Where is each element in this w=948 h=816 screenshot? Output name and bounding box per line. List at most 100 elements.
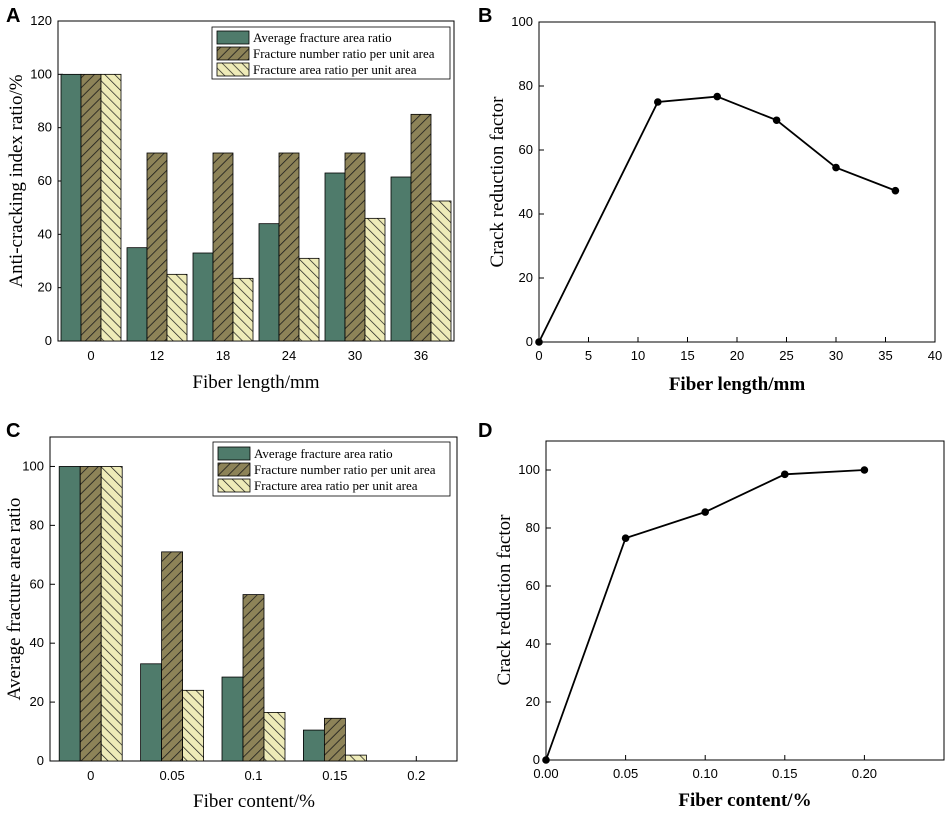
- panel-b-letter: B: [478, 5, 492, 27]
- panel-c-bar-s3-3: [344, 754, 367, 762]
- panel-c-legend-swatch-1: [217, 446, 251, 461]
- panel-c-legend-swatch-3: [217, 478, 251, 493]
- panel-c-legend-box: [212, 441, 451, 497]
- panel-a-y-tick-label-0: 0: [45, 333, 52, 348]
- panel-d-x-tick-label-3: 0.15: [772, 766, 797, 781]
- panel-a-legend-swatch-1: [216, 30, 250, 45]
- panel-a-bar-s3-3: [298, 257, 320, 342]
- panel-b-point-3: [772, 116, 781, 125]
- panel-a-y-tick-label-1: 20: [38, 280, 52, 295]
- panel-c-bar-s1-1: [140, 663, 163, 762]
- panel-c-bar-s2-2: [242, 594, 265, 762]
- panel-d-point-2: [701, 508, 709, 516]
- panel-a-y-tick-label-3: 60: [38, 173, 52, 188]
- panel-c-legend: Average fracture area ratio Fracture num…: [212, 441, 451, 497]
- panel-a-bar-s3-1: [166, 273, 188, 342]
- panel-a-bar-s1-0: [60, 73, 82, 342]
- panel-a-x-tick-label-2: 18: [216, 348, 230, 363]
- panel-a-y-tick-label-4: 80: [38, 120, 52, 135]
- panel-a-bar-s1-2: [192, 252, 214, 342]
- panel-b-point-5: [891, 186, 900, 195]
- panel-b-plot: 0 20 40 60 80 100 0 5 10 15 20 25 30 35 40: [511, 14, 942, 363]
- panel-b-point-1: [654, 98, 662, 106]
- panel-a-bar-s3-4: [364, 217, 386, 342]
- panel-c-x-tick-label-2: 0.1: [244, 768, 262, 783]
- panel-d-letter: D: [478, 420, 492, 442]
- panel-c-y-tick-label-0: 0: [37, 753, 44, 768]
- panel-c-plot: 0 20 40 60 80 100 0 0.05 0.1 0.15 0.2: [22, 458, 425, 783]
- panel-a-bar-s1-5: [390, 176, 412, 342]
- panel-a-bar-s2-1: [146, 152, 168, 342]
- panel-b-x-tick-label-5: 25: [779, 348, 793, 363]
- panel-c-legend-label-2: Fracture number ratio per unit area: [254, 462, 436, 477]
- panel-d-y-tick-label-1: 20: [526, 694, 540, 709]
- panel-b-y-tick-label-5: 100: [511, 14, 533, 29]
- panel-d-plot: 0 20 40 60 80 100 0.00 0.05 0.10 0.15 0.20: [518, 462, 877, 781]
- panel-a-legend-label-3: Fracture area ratio per unit area: [253, 62, 417, 77]
- panel-a-plot: 0 20 40 60 80 100 120 0 12 18 24 30 36: [30, 13, 452, 363]
- panel-a-bar-s2-4: [344, 152, 366, 342]
- panel-a-bar-s3-0: [100, 73, 122, 342]
- panel-b-point-4: [832, 163, 840, 172]
- panel-b-x-tick-label-1: 5: [585, 348, 592, 363]
- panel-d-x-tick-label-0: 0.00: [533, 766, 558, 781]
- panel-b-y-tick-label-3: 60: [519, 142, 533, 157]
- panel-c-legend-label-3: Fracture area ratio per unit area: [254, 478, 418, 493]
- panel-d-point-4: [860, 466, 869, 474]
- panel-a-y-tick-label-5: 100: [30, 66, 52, 81]
- panel-a-bar-s1-3: [258, 223, 280, 342]
- panel-c-bar-s1-0: [58, 466, 81, 762]
- panel-d-plot-frame: [545, 440, 945, 761]
- panel-c-y-tick-label-5: 100: [22, 458, 44, 473]
- panel-a-x-tick-label-0: 0: [87, 348, 94, 363]
- panel-b-x-axis-title: Fiber length/mm: [669, 374, 806, 395]
- panel-a-legend-label-1: Average fracture area ratio: [253, 30, 392, 45]
- panel-a-x-tick-label-1: 12: [150, 348, 164, 363]
- panel-a-legend-swatch-3: [216, 62, 250, 77]
- panel-a-y-tick-label-2: 40: [38, 226, 52, 241]
- panel-c-bar-s3-2: [263, 712, 286, 762]
- panel-a-legend: Average fracture area ratio Fracture num…: [211, 26, 451, 80]
- panel-a-x-tick-label-3: 24: [282, 348, 296, 363]
- panel-b-x-tick-label-8: 40: [928, 348, 942, 363]
- panel-c-y-tick-label-2: 40: [30, 635, 44, 650]
- panel-c-bar-s1-3: [302, 729, 325, 762]
- panel-c-y-tick-label-1: 20: [30, 694, 44, 709]
- panel-c-x-tick-label-0: 0: [87, 768, 94, 783]
- panel-a-legend-label-2: Fracture number ratio per unit area: [253, 46, 435, 61]
- panel-d-x-tick-label-2: 0.10: [693, 766, 718, 781]
- panel-b-y-tick-label-1: 20: [519, 270, 533, 285]
- panel-c-y-axis-title: Average fracture area ratio: [4, 498, 25, 701]
- panel-a-bar-s1-1: [126, 247, 148, 342]
- panel-a-bar-s2-0: [80, 73, 102, 342]
- panel-d-point-1: [621, 534, 630, 542]
- panel-c-bar-s2-1: [161, 551, 184, 762]
- panel-d-x-tick-label-4: 0.20: [852, 766, 877, 781]
- panel-a-bar-s1-4: [324, 172, 346, 342]
- panel-d-point-3: [781, 470, 789, 479]
- panel-a-x-axis-title: Fiber length/mm: [192, 372, 319, 393]
- panel-b-x-tick-label-3: 15: [680, 348, 694, 363]
- panel-d-point-0: [542, 756, 550, 764]
- panel-d-y-tick-label-4: 80: [526, 520, 540, 535]
- panel-c-chart: C 0 20 40 60 80 100 0 0.05 0.1 0.15 0.2 Average fr…: [4, 420, 458, 812]
- panel-a-bar-s3-2: [232, 277, 254, 342]
- panel-b-point-0: [535, 338, 543, 346]
- panel-d-y-tick-label-2: 40: [526, 636, 540, 651]
- panel-b-x-tick-label-7: 35: [878, 348, 892, 363]
- panel-c-bar-s3-1: [182, 689, 205, 762]
- panel-c-x-tick-label-4: 0.2: [407, 768, 425, 783]
- panel-a-y-tick-label-6: 120: [30, 13, 52, 28]
- panel-a-bar-s2-3: [278, 152, 300, 342]
- panel-a-letter: A: [6, 5, 20, 27]
- panel-a-legend-box: [211, 26, 451, 80]
- panel-b-chart: B 0 20 40 60 80 100 0 5 10 15 20 25 30 35 40 Fiber len…: [478, 5, 942, 395]
- panel-b-x-tick-label-0: 0: [535, 348, 542, 363]
- panel-c-bar-s2-0: [79, 466, 102, 762]
- panel-c-letter: C: [6, 420, 20, 442]
- panel-d-x-axis-title: Fiber content/%: [678, 790, 811, 811]
- panel-b-x-tick-label-2: 10: [631, 348, 645, 363]
- panel-d-y-tick-label-5: 100: [518, 462, 540, 477]
- panel-b-y-tick-label-2: 40: [519, 206, 533, 221]
